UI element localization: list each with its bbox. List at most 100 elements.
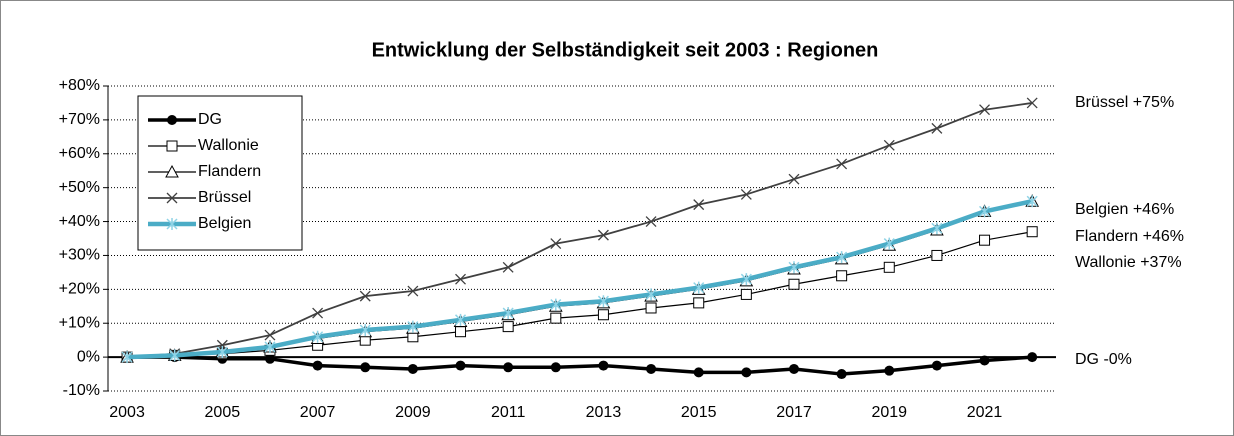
marker bbox=[883, 237, 895, 250]
x-tick-label: 2015 bbox=[681, 404, 717, 421]
marker bbox=[550, 238, 562, 250]
marker bbox=[1026, 97, 1038, 109]
marker bbox=[645, 216, 657, 228]
marker bbox=[598, 360, 609, 371]
marker bbox=[550, 298, 562, 311]
marker bbox=[407, 285, 419, 297]
marker bbox=[646, 363, 657, 374]
marker bbox=[836, 251, 848, 264]
marker bbox=[693, 367, 704, 378]
annotation: DG -0% bbox=[1075, 351, 1132, 368]
y-tick-label: +40% bbox=[59, 213, 100, 230]
marker bbox=[407, 320, 419, 333]
marker bbox=[931, 222, 943, 235]
marker bbox=[597, 229, 609, 241]
x-tick-label: 2019 bbox=[871, 404, 907, 421]
marker bbox=[360, 362, 371, 373]
y-tick-label: +60% bbox=[59, 145, 100, 162]
marker bbox=[312, 360, 323, 371]
marker bbox=[788, 278, 800, 290]
marker bbox=[455, 360, 466, 371]
marker bbox=[359, 290, 371, 302]
marker bbox=[645, 302, 657, 314]
marker bbox=[693, 297, 705, 309]
marker bbox=[788, 363, 799, 374]
y-tick-label: +50% bbox=[59, 179, 100, 196]
x-tick-label: 2003 bbox=[109, 404, 145, 421]
y-tick-label: +10% bbox=[59, 314, 100, 331]
marker bbox=[836, 158, 848, 170]
marker bbox=[741, 367, 752, 378]
marker bbox=[264, 353, 275, 364]
x-tick-label: 2011 bbox=[491, 404, 526, 421]
marker bbox=[264, 329, 276, 341]
marker bbox=[740, 273, 752, 286]
marker bbox=[883, 139, 895, 151]
marker bbox=[931, 122, 943, 134]
legend-label: Wallonie bbox=[198, 137, 259, 154]
y-tick-label: -10% bbox=[63, 382, 100, 399]
legend-label: Belgien bbox=[198, 215, 251, 232]
x-tick-label: 2005 bbox=[205, 404, 241, 421]
marker bbox=[836, 270, 848, 282]
x-tick-label: 2017 bbox=[776, 404, 812, 421]
y-tick-label: +70% bbox=[59, 111, 100, 128]
annotation: Flandern +46% bbox=[1075, 228, 1184, 245]
marker bbox=[455, 326, 467, 338]
marker bbox=[550, 362, 561, 373]
marker bbox=[931, 249, 943, 261]
marker bbox=[312, 330, 324, 343]
marker bbox=[1026, 226, 1038, 238]
legend: DG Wallonie Flandern Brüssel Belgien bbox=[137, 95, 303, 251]
marker bbox=[979, 104, 991, 116]
marker bbox=[359, 324, 371, 336]
x-tick-label: 2021 bbox=[967, 404, 1003, 421]
marker bbox=[836, 369, 847, 380]
marker bbox=[166, 140, 178, 152]
legend-label: Brüssel bbox=[198, 189, 251, 206]
marker bbox=[550, 312, 562, 324]
marker bbox=[597, 309, 609, 321]
marker bbox=[979, 355, 990, 366]
y-tick-label: +80% bbox=[59, 77, 100, 94]
marker bbox=[407, 363, 418, 374]
marker bbox=[167, 115, 177, 125]
marker bbox=[166, 218, 178, 230]
marker bbox=[312, 307, 324, 319]
marker bbox=[788, 261, 800, 274]
marker bbox=[502, 321, 514, 333]
marker bbox=[693, 281, 705, 294]
marker bbox=[264, 340, 276, 353]
marker bbox=[169, 349, 181, 362]
annotation: Belgien +46% bbox=[1075, 201, 1174, 218]
series-line bbox=[127, 231, 1033, 358]
marker bbox=[884, 365, 895, 376]
marker bbox=[1027, 352, 1038, 363]
marker bbox=[597, 295, 609, 308]
marker bbox=[454, 313, 467, 326]
marker bbox=[979, 234, 991, 246]
marker bbox=[502, 261, 514, 273]
marker bbox=[455, 273, 466, 285]
y-tick-label: +30% bbox=[59, 247, 100, 264]
x-tick-label: 2013 bbox=[586, 404, 622, 421]
chart-title: Entwicklung der Selbständigkeit seit 200… bbox=[372, 39, 879, 61]
marker bbox=[503, 362, 514, 373]
series-line bbox=[126, 199, 1033, 360]
legend-label: Flandern bbox=[198, 163, 261, 180]
marker bbox=[121, 351, 133, 364]
annotation: Brüssel +75% bbox=[1075, 94, 1174, 111]
marker bbox=[740, 288, 752, 300]
marker bbox=[1026, 195, 1038, 208]
marker bbox=[216, 346, 228, 359]
y-tick-label: +20% bbox=[59, 281, 100, 298]
marker bbox=[979, 205, 991, 218]
x-tick-label: 2007 bbox=[300, 404, 336, 421]
annotation: Wallonie +37% bbox=[1075, 254, 1182, 271]
marker bbox=[645, 288, 657, 301]
legend-label: DG bbox=[198, 111, 222, 128]
marker bbox=[788, 173, 800, 185]
marker bbox=[165, 164, 179, 178]
marker bbox=[740, 188, 752, 200]
